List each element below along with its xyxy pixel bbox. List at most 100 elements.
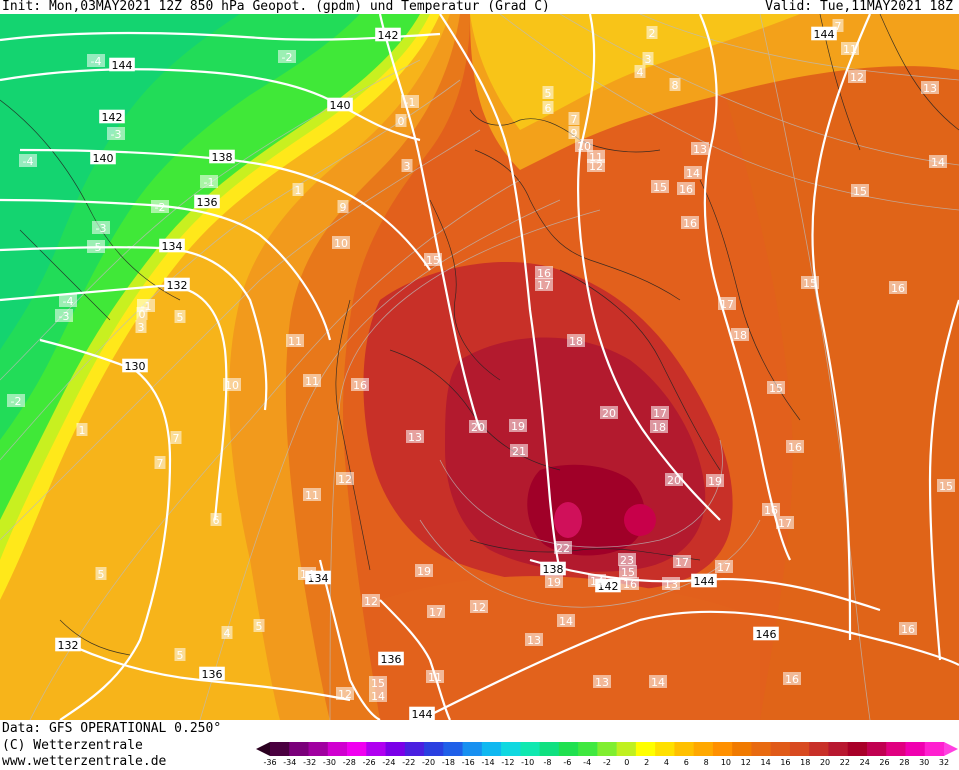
temperature-label-text: 5 (177, 649, 184, 662)
colorbar-tick-label: -32 (303, 758, 317, 767)
temperature-label: 18 (650, 420, 668, 434)
temperature-label: 1 (292, 183, 304, 197)
temperature-label-text: 11 (305, 375, 319, 388)
temperature-label: 12 (336, 472, 354, 486)
temperature-label-text: 14 (686, 167, 700, 180)
temperature-label: 22 (554, 541, 572, 555)
temperature-label-text: 15 (621, 566, 635, 579)
geopotential-label: 136 (378, 651, 404, 666)
temperature-label: 20 (665, 473, 683, 487)
temperature-label-text: 13 (664, 578, 678, 591)
temperature-label: 11 (841, 42, 859, 56)
temperature-label-text: 23 (620, 554, 634, 567)
temperature-label: 11 (426, 670, 444, 684)
temperature-label-text: 14 (931, 156, 945, 169)
colorbar-swatch (866, 742, 887, 756)
temperature-label: -1 (200, 175, 218, 189)
temperature-label: -4 (59, 294, 77, 308)
colorbar-tick-label: -22 (402, 758, 416, 767)
temperature-label-text: 17 (717, 561, 731, 574)
temperature-label-text: 14 (300, 568, 314, 581)
colorbar-swatch (520, 742, 540, 756)
colorbar-swatch (655, 742, 675, 756)
temperature-label-text: 13 (527, 634, 541, 647)
temperature-label-text: 12 (850, 71, 864, 84)
temperature-label: -3 (92, 221, 110, 235)
colorbar-swatch (751, 742, 772, 756)
temperature-label: 9 (337, 200, 349, 214)
temperature-label: 9 (568, 126, 580, 140)
temperature-label: 11 (303, 488, 321, 502)
temperature-label: 14 (929, 155, 947, 169)
temperature-label: 5 (253, 619, 265, 633)
temperature-label-text: 14 (590, 575, 604, 588)
temperature-labels: -4 -2-3-4-1-2-3-5-4-3-10-2-10135391015101… (7, 19, 955, 703)
colorbar-swatch (789, 742, 810, 756)
geopotential-label: 138 (209, 149, 235, 164)
temperature-label-text: 16 (901, 623, 915, 636)
temperature-label: 14 (298, 567, 316, 581)
temperature-label-text: 11 (305, 489, 319, 502)
colorbar-tick-label: -2 (603, 758, 611, 767)
temperature-label-text: 17 (675, 556, 689, 569)
temperature-label: 15 (937, 479, 955, 493)
geopotential-label-text: 130 (125, 360, 146, 373)
geopotential-label-text: 132 (58, 639, 79, 652)
temperature-label-text: 12 (338, 688, 352, 701)
colorbar-swatch (886, 742, 906, 756)
colorbar-swatch (847, 742, 868, 756)
temperature-label-text: 16 (537, 267, 551, 280)
temperature-label-text: 14 (559, 615, 573, 628)
temperature-label-text: 17 (653, 407, 667, 420)
temperature-label: 11 (303, 374, 321, 388)
temperature-label-text: -3 (59, 310, 70, 323)
temperature-label-text: 5 (98, 568, 105, 581)
temperature-label-text: 13 (923, 82, 937, 95)
temperature-label: 12 (470, 600, 488, 614)
temperature-label-text: 15 (939, 480, 953, 493)
temperature-label: 17 (715, 560, 733, 574)
temperature-max-south (554, 502, 582, 538)
temperature-label: 10 (332, 236, 350, 250)
temperature-label-text: -1 (405, 96, 416, 109)
temperature-label-text: 15 (769, 382, 783, 395)
colorbar-tick-label: -36 (263, 758, 277, 767)
geopotential-label: 140 (327, 97, 353, 112)
colorbar-swatch (501, 742, 521, 756)
temperature-label-text: 11 (843, 43, 857, 56)
temperature-label: 19 (706, 474, 724, 488)
colorbar-tick-label: -14 (481, 758, 495, 767)
temperature-label-text: -4 (63, 295, 74, 308)
geopotential-label-text: 140 (330, 99, 351, 112)
geopotential-label: 144 (409, 706, 435, 720)
geopotential-label-text: 136 (197, 196, 218, 209)
temperature-label-text: 8 (672, 79, 679, 92)
temperature-label: -5 (87, 240, 105, 254)
geopotential-label: 134 (159, 238, 185, 253)
temperature-label-text: 18 (652, 421, 666, 434)
temperature-label: 19 (545, 575, 563, 589)
temperature-label-text: 19 (708, 475, 722, 488)
temperature-label: 3 (135, 320, 147, 334)
temperature-label: 15 (651, 180, 669, 194)
temperature-label: 3 (401, 159, 413, 173)
colorbar-swatch (327, 742, 348, 756)
temperature-label: 12 (362, 594, 380, 608)
temperature-label-text: 13 (693, 143, 707, 156)
temperature-label: 7 (170, 431, 182, 445)
temperature-label: 16 (889, 281, 907, 295)
temperature-label: 15 (767, 381, 785, 395)
colorbar-tick-label: 14 (760, 758, 771, 767)
temperature-label-text: 4 (637, 66, 644, 79)
temperature-label: 17 (673, 555, 691, 569)
header-bar: Init: Mon,03MAY2021 12Z 850 hPa Geopot. … (0, 0, 959, 14)
temperature-label-text: 5 (177, 311, 184, 324)
geopotential-label-text: 142 (378, 29, 399, 42)
temperature-label-text: 16 (891, 282, 905, 295)
temperature-label-text: 7 (157, 457, 164, 470)
geopotential-label-text: 142 (102, 111, 123, 124)
temperature-label-text: 4 (224, 627, 231, 640)
temperature-label: 16 (899, 622, 917, 636)
geopotential-label: 142 (99, 109, 125, 124)
temperature-label: 0 (395, 114, 407, 128)
